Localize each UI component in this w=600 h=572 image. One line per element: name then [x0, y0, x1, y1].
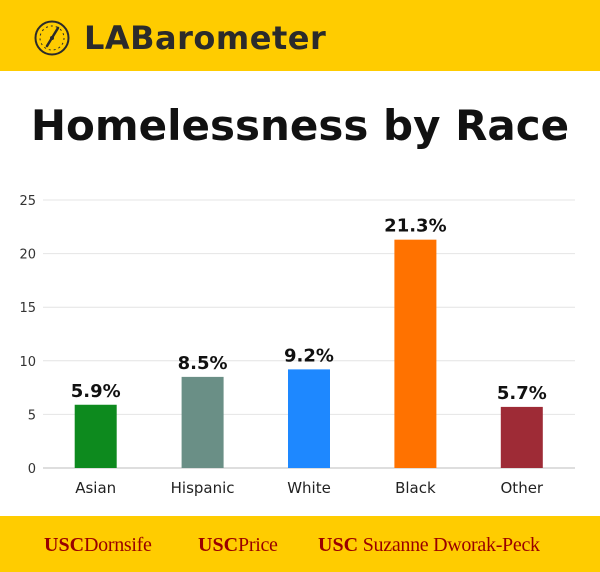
y-tick-label: 10: [19, 355, 36, 370]
footer-org-dornsife: USCDornsife: [44, 534, 152, 557]
data-label: 5.9%: [71, 381, 121, 402]
brand-name: LABarometer: [84, 19, 327, 57]
bar-other: [500, 406, 543, 468]
org-name: Dornsife: [84, 534, 152, 556]
footer-org-price: USCPrice: [198, 534, 278, 557]
bar-hispanic: [181, 376, 224, 468]
bar-white: [288, 369, 330, 468]
footer-banner: USCDornsife USCPrice USC Suzanne Dworak-…: [0, 516, 600, 572]
bar-chart: 0 5 10 15 20 25 5.9% Asian 8.5% Hispanic 9.2% White…: [19, 194, 575, 497]
x-tick-label: Hispanic: [171, 479, 235, 497]
org-name: Price: [238, 534, 278, 556]
bar-black: [394, 239, 437, 468]
data-label: 8.5%: [178, 353, 228, 374]
y-tick-label: 5: [28, 408, 36, 423]
data-label: 9.2%: [284, 345, 334, 366]
header-banner: LABarometer: [0, 0, 600, 71]
footer-org-dworak-peck: USC Suzanne Dworak-Peck: [318, 534, 540, 557]
barometer-gauge-icon: [34, 20, 70, 56]
x-tick-label: White: [287, 479, 331, 497]
x-tick-label: Asian: [75, 479, 116, 497]
org-name: Suzanne Dworak-Peck: [362, 534, 540, 556]
y-tick-label: 20: [19, 248, 36, 263]
data-label: 5.7%: [497, 383, 547, 404]
org-usc-label: USC: [198, 534, 239, 556]
y-tick-label: 0: [28, 462, 36, 477]
bar-asian: [74, 404, 117, 468]
y-tick-label: 25: [19, 194, 36, 209]
x-tick-label: Other: [501, 479, 544, 497]
x-tick-label: Black: [395, 479, 436, 497]
org-usc-label: USC: [318, 534, 359, 556]
org-usc-label: USC: [44, 534, 85, 556]
y-tick-label: 15: [19, 301, 36, 316]
chart-title: Homelessness by Race: [30, 101, 570, 150]
data-label: 21.3%: [384, 216, 446, 237]
